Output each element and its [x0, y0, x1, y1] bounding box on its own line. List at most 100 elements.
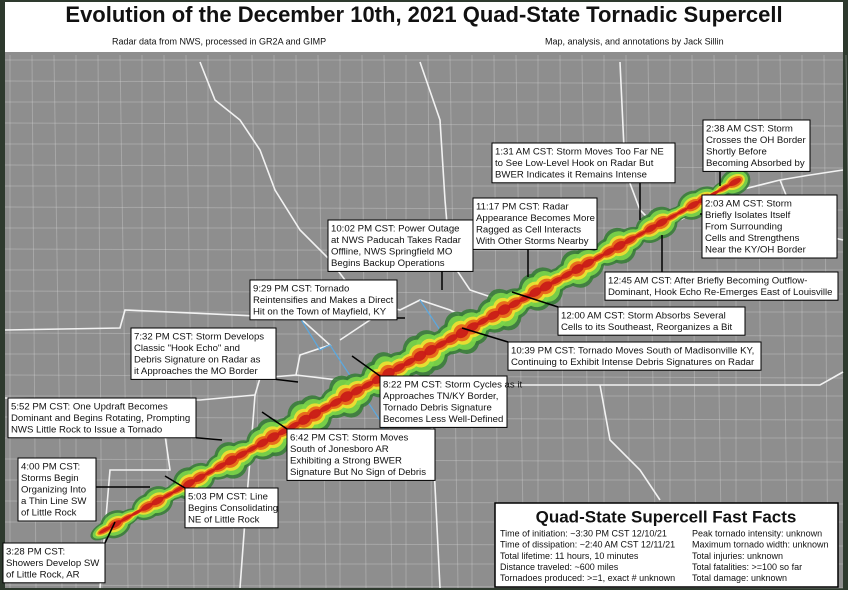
- annotation-text: 9:29 PM CST: Tornado: [253, 283, 349, 294]
- reflectivity-blob: [141, 502, 153, 511]
- annotation-text: From Surrounding: [705, 222, 782, 233]
- annotation-text: BWER Indicates it Remains Intense: [495, 170, 647, 181]
- county-line: [295, 54, 301, 589]
- reflectivity-blob: [182, 479, 196, 489]
- reflectivity-blob: [413, 350, 427, 362]
- reflectivity-blob: [603, 247, 615, 256]
- annotation-text: it Approaches the MO Border: [134, 366, 259, 377]
- annotation-text: Debris Signature on Radar as: [134, 355, 261, 366]
- annotation-text: NWS Little Rock to Issue a Tornado: [11, 425, 162, 436]
- facts-box: [494, 502, 839, 588]
- reflectivity-blob: [193, 473, 206, 483]
- annotation-box: [507, 341, 762, 371]
- annotation-text: South of Jonesboro AR: [290, 444, 389, 455]
- fact-line: Peak tornado intensity: unknown: [692, 528, 822, 538]
- reflectivity-blob: [676, 207, 689, 215]
- county-line: [383, 54, 393, 589]
- reflectivity-blob: [172, 485, 185, 494]
- annotation-box: [702, 119, 811, 172]
- reflectivity-blob: [634, 230, 647, 238]
- annotation-text: 2:03 AM CST: Storm: [705, 198, 792, 209]
- annotation-text: Continuing to Exhibit Intense Debris Sig…: [511, 357, 755, 368]
- annotation-text: Cells to its Southeast, Reorganizes a Bi…: [561, 322, 733, 333]
- reflectivity-blob: [235, 450, 248, 459]
- annotation-box: [491, 142, 676, 184]
- annotation-text: Crosses the OH Border: [706, 135, 807, 146]
- fact-line: Total injuries: unknown: [692, 551, 783, 561]
- annotation-text: to See Low-Level Hook on Radar But: [495, 158, 654, 169]
- reflectivity-blob: [477, 317, 489, 326]
- reflectivity-blob: [246, 445, 258, 453]
- county-line: [4, 80, 844, 85]
- leader-line: [104, 521, 116, 544]
- annotation-text: Signature But No Sign of Debris: [290, 467, 426, 478]
- radar-reflectivity: [90, 168, 751, 541]
- leader-lines: [96, 171, 721, 544]
- reflectivity-blob: [340, 391, 353, 402]
- annotation-box: [286, 428, 436, 481]
- annotation-text: Approaches TN/KY Border,: [383, 391, 498, 402]
- annotation-text: Classic "Hook Echo" and: [134, 343, 240, 354]
- annotation-text: Reintensifies and Makes a Direct: [253, 295, 394, 306]
- annotation-box: [184, 487, 279, 529]
- annotation-text: Offline, NWS Springfield MO: [331, 247, 452, 258]
- annotation-box: [379, 375, 508, 428]
- annotation-text: 12:45 AM CST: After Briefly Becoming Out…: [608, 275, 807, 286]
- annotation-box: [17, 457, 97, 522]
- annotation-box: [604, 271, 839, 301]
- annotation-text: 7:32 PM CST: Storm Develops: [134, 331, 264, 342]
- reflectivity-blob: [288, 421, 300, 430]
- annotation-text: 10:39 PM CST: Tornado Moves South of Mad…: [511, 345, 754, 356]
- annotation-text: Dominant and Begins Rotating, Prompting: [11, 413, 190, 424]
- fact-line: Total damage: unknown: [692, 573, 787, 583]
- annotation-text: 4:00 PM CST:: [21, 461, 80, 472]
- reflectivity-blob: [655, 218, 668, 228]
- county-line: [119, 54, 129, 589]
- reflectivity-blob: [151, 496, 164, 506]
- reflectivity-blob: [214, 462, 227, 471]
- annotation-text: 10:02 PM CST: Power Outage: [331, 223, 460, 234]
- annotation-text: 12:00 AM CST: Storm Absorbs Several: [561, 310, 726, 321]
- reflectivity-blob: [571, 264, 584, 274]
- reflectivity-blob: [592, 253, 605, 262]
- reflectivity-blob: [497, 304, 511, 315]
- reflectivity-blob: [550, 276, 563, 285]
- reflectivity-blob: [130, 509, 143, 517]
- reflectivity-blob: [99, 526, 111, 534]
- reflectivity-blob: [350, 386, 364, 396]
- title: Evolution of the December 10th, 2021 Qua…: [65, 2, 782, 27]
- annotation-text: 5:03 PM CST: Line: [188, 491, 268, 502]
- county-line: [427, 54, 433, 589]
- annotation-box: [7, 397, 197, 439]
- annotation-text: Near the KY/OH Border: [705, 245, 807, 256]
- annotation-text: Hit on the Town of Mayfield, KY: [253, 307, 387, 318]
- reflectivity-blob: [455, 327, 469, 339]
- leader-line: [511, 291, 559, 308]
- county-line: [97, 54, 103, 589]
- annotation-text: Dominant, Hook Echo Re-Emerges East of L…: [608, 287, 833, 298]
- annotation-text: 6:42 PM CST: Storm Moves: [290, 432, 409, 443]
- reflectivity-blob: [539, 281, 553, 292]
- reflectivity-blob: [329, 397, 343, 407]
- annotation-text: NE of Little Rock: [188, 515, 260, 526]
- annotation-text: Becomes Less Well-Defined: [383, 414, 503, 425]
- annotation-text: Organizing Into: [21, 485, 86, 496]
- reflectivity-blob: [120, 514, 132, 522]
- county-line: [823, 54, 829, 589]
- annotation-box: [472, 197, 598, 250]
- reflectivity-blob: [561, 270, 573, 279]
- reflectivity-blob: [435, 340, 447, 349]
- reflectivity-blob: [204, 468, 216, 476]
- reflectivity-blob: [392, 363, 406, 373]
- reflectivity-blob: [718, 184, 731, 192]
- annotation-box: [557, 306, 746, 336]
- fact-line: Tornadoes produced: >=1, exact # unknown: [500, 573, 675, 583]
- annotation-text: of Little Rock: [21, 508, 77, 519]
- reflectivity-blob: [256, 438, 269, 448]
- annotation-text: Exhibiting a Strong BWER: [290, 456, 402, 467]
- reflectivity-blob: [319, 404, 332, 413]
- annotation-box: [249, 279, 398, 321]
- fact-line: Distance traveled: ~600 miles: [500, 562, 619, 572]
- annotation-text: Begins Consolidating: [188, 503, 278, 514]
- reflectivity-blob: [403, 357, 416, 366]
